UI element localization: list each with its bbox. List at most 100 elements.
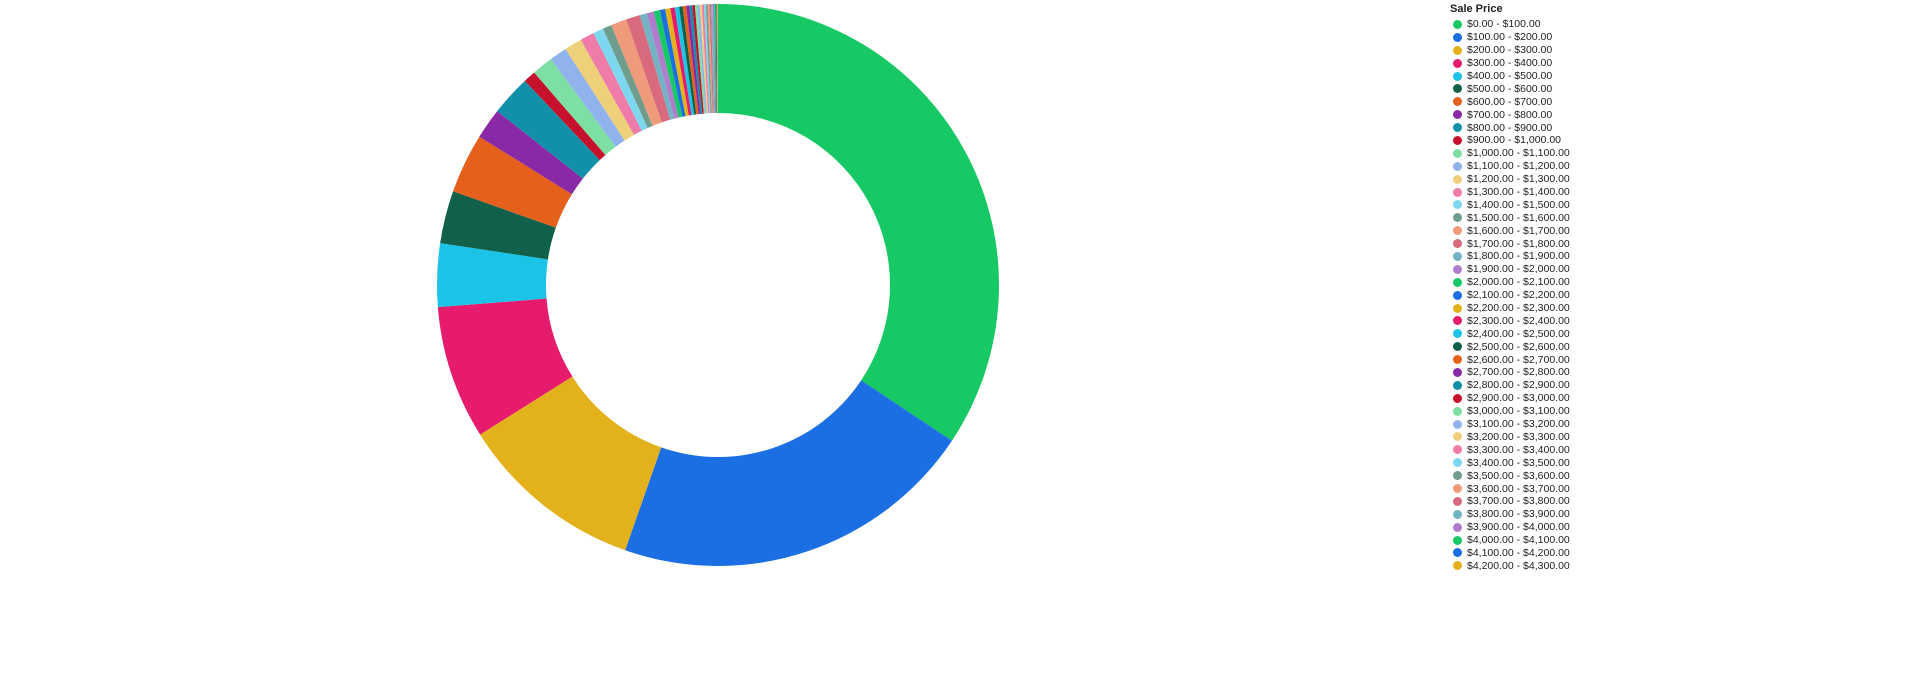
legend-item[interactable]: $4,200.00 - $4,300.00 xyxy=(1450,559,1920,572)
legend-item[interactable]: $2,700.00 - $2,800.00 xyxy=(1450,366,1920,379)
legend-item[interactable]: $1,300.00 - $1,400.00 xyxy=(1450,186,1920,199)
legend-item[interactable]: $1,900.00 - $2,000.00 xyxy=(1450,263,1920,276)
legend-item[interactable]: $1,500.00 - $1,600.00 xyxy=(1450,211,1920,224)
donut-slice[interactable] xyxy=(437,298,573,435)
donut-slice[interactable] xyxy=(715,4,718,114)
legend-item[interactable]: $2,100.00 - $2,200.00 xyxy=(1450,289,1920,302)
donut-slice[interactable] xyxy=(611,19,662,126)
legend-item[interactable]: $2,600.00 - $2,700.00 xyxy=(1450,353,1920,366)
donut-slice[interactable] xyxy=(593,28,648,131)
legend-item[interactable]: $3,600.00 - $3,700.00 xyxy=(1450,482,1920,495)
donut-slice[interactable] xyxy=(480,376,662,551)
legend-label: $1,600.00 - $1,700.00 xyxy=(1467,224,1570,237)
donut-slice[interactable] xyxy=(603,25,653,129)
donut-slice[interactable] xyxy=(646,11,679,119)
legend-item[interactable]: $4,100.00 - $4,200.00 xyxy=(1450,547,1920,560)
legend-label: $900.00 - $1,000.00 xyxy=(1467,134,1561,147)
donut-slice[interactable] xyxy=(565,39,634,141)
legend-item[interactable]: $2,400.00 - $2,500.00 xyxy=(1450,327,1920,340)
donut-slice[interactable] xyxy=(653,10,683,118)
donut-slice[interactable] xyxy=(699,4,709,114)
legend-item[interactable]: $0.00 - $100.00 xyxy=(1450,18,1920,31)
donut-slice[interactable] xyxy=(716,4,718,114)
donut-slice[interactable] xyxy=(718,4,999,441)
donut-slice[interactable] xyxy=(625,380,952,566)
legend-item[interactable]: $1,700.00 - $1,800.00 xyxy=(1450,237,1920,250)
legend-label: $2,100.00 - $2,200.00 xyxy=(1467,289,1570,302)
legend-item[interactable]: $1,000.00 - $1,100.00 xyxy=(1450,147,1920,160)
donut-slice[interactable] xyxy=(703,4,711,114)
legend-item[interactable]: $2,000.00 - $2,100.00 xyxy=(1450,276,1920,289)
legend-item[interactable]: $3,100.00 - $3,200.00 xyxy=(1450,418,1920,431)
legend-label: $2,000.00 - $2,100.00 xyxy=(1467,276,1570,289)
donut-slice[interactable] xyxy=(705,4,712,114)
donut-slice[interactable] xyxy=(686,5,701,115)
donut-slice[interactable] xyxy=(670,7,692,116)
legend-swatch-icon xyxy=(1453,316,1462,326)
legend-item[interactable]: $3,300.00 - $3,400.00 xyxy=(1450,443,1920,456)
legend-item[interactable]: $2,200.00 - $2,300.00 xyxy=(1450,302,1920,315)
legend-item[interactable]: $1,400.00 - $1,500.00 xyxy=(1450,198,1920,211)
donut-slice[interactable] xyxy=(701,4,710,114)
legend-item[interactable]: $200.00 - $300.00 xyxy=(1450,44,1920,57)
legend-swatch-icon xyxy=(1453,496,1462,506)
donut-slice[interactable] xyxy=(453,136,572,228)
legend-item[interactable]: $1,200.00 - $1,300.00 xyxy=(1450,173,1920,186)
donut-slice[interactable] xyxy=(524,72,606,161)
legend-item[interactable]: $100.00 - $200.00 xyxy=(1450,31,1920,44)
donut-slice[interactable] xyxy=(479,111,583,195)
donut-slice[interactable] xyxy=(697,4,707,114)
legend-item[interactable]: $2,300.00 - $2,400.00 xyxy=(1450,314,1920,327)
donut-slice[interactable] xyxy=(709,4,714,114)
donut-slice[interactable] xyxy=(497,80,600,179)
donut-slice[interactable] xyxy=(440,191,556,260)
donut-slice[interactable] xyxy=(626,15,671,123)
donut-slice[interactable] xyxy=(639,13,675,120)
legend-item[interactable]: $2,500.00 - $2,600.00 xyxy=(1450,340,1920,353)
donut-slice[interactable] xyxy=(707,4,713,114)
legend-item[interactable]: $2,800.00 - $2,900.00 xyxy=(1450,379,1920,392)
legend-item[interactable]: $800.00 - $900.00 xyxy=(1450,121,1920,134)
legend-item[interactable]: $3,500.00 - $3,600.00 xyxy=(1450,469,1920,482)
donut-slice[interactable] xyxy=(712,4,716,114)
legend-item[interactable]: $3,700.00 - $3,800.00 xyxy=(1450,495,1920,508)
donut-slice[interactable] xyxy=(682,5,699,115)
donut-slice[interactable] xyxy=(679,6,697,115)
legend-item[interactable]: $400.00 - $500.00 xyxy=(1450,70,1920,83)
donut-slice[interactable] xyxy=(664,8,689,117)
legend-item[interactable]: $3,800.00 - $3,900.00 xyxy=(1450,508,1920,521)
legend-label: $3,300.00 - $3,400.00 xyxy=(1467,443,1570,456)
legend-item[interactable]: $500.00 - $600.00 xyxy=(1450,82,1920,95)
donut-slice[interactable] xyxy=(534,59,616,155)
legend-item[interactable]: $3,200.00 - $3,300.00 xyxy=(1450,431,1920,444)
legend-label: $1,400.00 - $1,500.00 xyxy=(1467,198,1570,211)
donut-slice[interactable] xyxy=(659,9,686,117)
legend-swatch-icon xyxy=(1453,393,1462,403)
legend-swatch-icon xyxy=(1453,32,1462,42)
legend-item[interactable]: $1,800.00 - $1,900.00 xyxy=(1450,250,1920,263)
legend-item[interactable]: $900.00 - $1,000.00 xyxy=(1450,134,1920,147)
legend-item[interactable]: $4,000.00 - $4,100.00 xyxy=(1450,534,1920,547)
legend-label: $100.00 - $200.00 xyxy=(1467,31,1553,44)
legend-item[interactable]: $3,900.00 - $4,000.00 xyxy=(1450,521,1920,534)
donut-slice[interactable] xyxy=(692,4,704,114)
legend-item[interactable]: $3,000.00 - $3,100.00 xyxy=(1450,405,1920,418)
donut-slice[interactable] xyxy=(674,6,695,116)
legend-item[interactable]: $1,600.00 - $1,700.00 xyxy=(1450,224,1920,237)
legend-swatch-icon xyxy=(1453,135,1462,145)
donut-slice[interactable] xyxy=(580,33,642,135)
donut-slice[interactable] xyxy=(550,49,625,147)
legend-item[interactable]: $300.00 - $400.00 xyxy=(1450,57,1920,70)
donut-slice[interactable] xyxy=(689,5,703,114)
donut-slice[interactable] xyxy=(694,4,706,114)
legend-item[interactable]: $600.00 - $700.00 xyxy=(1450,95,1920,108)
donut-slice[interactable] xyxy=(714,4,717,114)
donut-slice[interactable] xyxy=(711,4,715,114)
legend-item[interactable]: $2,900.00 - $3,000.00 xyxy=(1450,392,1920,405)
legend-label: $2,600.00 - $2,700.00 xyxy=(1467,353,1570,366)
legend-item[interactable]: $3,400.00 - $3,500.00 xyxy=(1450,456,1920,469)
donut-slice[interactable] xyxy=(437,243,548,308)
legend-item[interactable]: $1,100.00 - $1,200.00 xyxy=(1450,160,1920,173)
legend-item[interactable]: $700.00 - $800.00 xyxy=(1450,108,1920,121)
legend-swatch-icon xyxy=(1453,161,1462,171)
